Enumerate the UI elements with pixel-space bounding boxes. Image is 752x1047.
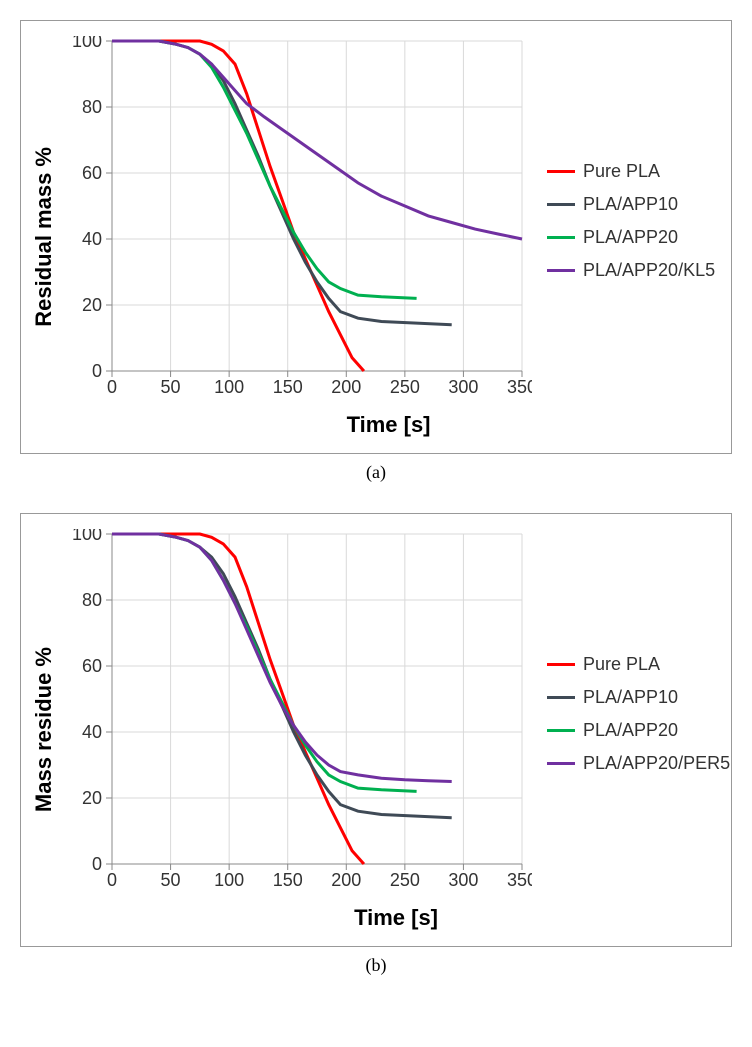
legend-item: PLA/APP20/PER5	[547, 753, 730, 774]
plot-bg	[112, 534, 522, 864]
legend-swatch	[547, 203, 575, 206]
legend-swatch	[547, 729, 575, 732]
legend-label: PLA/APP20	[583, 227, 678, 248]
legend-item: PLA/APP20/KL5	[547, 260, 715, 281]
legend-swatch	[547, 236, 575, 239]
y-tick: 40	[82, 229, 102, 249]
x-tick: 100	[214, 870, 244, 890]
x-tick: 150	[273, 377, 303, 397]
y-axis-label: Residual mass %	[26, 147, 62, 327]
legend-label: PLA/APP20/PER5	[583, 753, 730, 774]
x-tick: 150	[273, 870, 303, 890]
y-tick: 80	[82, 97, 102, 117]
y-tick: 0	[92, 854, 102, 874]
y-tick: 0	[92, 361, 102, 381]
legend-item: PLA/APP20	[547, 720, 730, 741]
plot-bg	[112, 41, 522, 371]
y-tick: 20	[82, 788, 102, 808]
x-tick: 300	[448, 377, 478, 397]
legend-swatch	[547, 696, 575, 699]
y-tick: 20	[82, 295, 102, 315]
x-tick: 350	[507, 377, 532, 397]
x-axis-label: Time [s]	[62, 412, 715, 438]
legend-item: PLA/APP10	[547, 687, 730, 708]
legend-label: PLA/APP10	[583, 687, 678, 708]
y-tick: 40	[82, 722, 102, 742]
chart-container: Mass residue % 0 20 40 60 80 100 0 50 100 150 200…	[20, 513, 732, 947]
x-tick: 350	[507, 870, 532, 890]
y-tick: 100	[72, 529, 102, 544]
chart-container: Residual mass % 0 20 40 60 80 100 0 50 100 150 20…	[20, 20, 732, 454]
x-tick: 100	[214, 377, 244, 397]
x-tick: 50	[161, 870, 181, 890]
x-axis-label: Time [s]	[62, 905, 730, 931]
subfigure-label: (a)	[20, 462, 732, 483]
legend-swatch	[547, 762, 575, 765]
y-tick: 80	[82, 590, 102, 610]
x-tick: 300	[448, 870, 478, 890]
x-tick: 50	[161, 377, 181, 397]
plot-area: 0 20 40 60 80 100 0 50 100 150 200 250 300 350	[62, 529, 532, 899]
legend-item: PLA/APP20	[547, 227, 715, 248]
x-tick: 0	[107, 377, 117, 397]
y-tick: 60	[82, 163, 102, 183]
y-tick: 100	[72, 36, 102, 51]
x-tick: 250	[390, 870, 420, 890]
legend: Pure PLA PLA/APP10 PLA/APP20 PLA/APP20/K…	[532, 149, 715, 293]
legend-item: Pure PLA	[547, 161, 715, 182]
x-tick: 200	[331, 377, 361, 397]
legend-label: PLA/APP20/KL5	[583, 260, 715, 281]
y-tick: 60	[82, 656, 102, 676]
legend-item: Pure PLA	[547, 654, 730, 675]
plot-area: 0 20 40 60 80 100 0 50 100 150 200 250 300 350	[62, 36, 532, 406]
legend: Pure PLA PLA/APP10 PLA/APP20 PLA/APP20/P…	[532, 642, 730, 786]
y-axis-label: Mass residue %	[26, 647, 62, 812]
legend-item: PLA/APP10	[547, 194, 715, 215]
x-tick: 0	[107, 870, 117, 890]
x-tick: 200	[331, 870, 361, 890]
legend-swatch	[547, 663, 575, 666]
x-tick: 250	[390, 377, 420, 397]
subfigure-label: (b)	[20, 955, 732, 976]
legend-swatch	[547, 170, 575, 173]
legend-label: Pure PLA	[583, 161, 660, 182]
legend-label: PLA/APP10	[583, 194, 678, 215]
legend-label: PLA/APP20	[583, 720, 678, 741]
legend-label: Pure PLA	[583, 654, 660, 675]
legend-swatch	[547, 269, 575, 272]
